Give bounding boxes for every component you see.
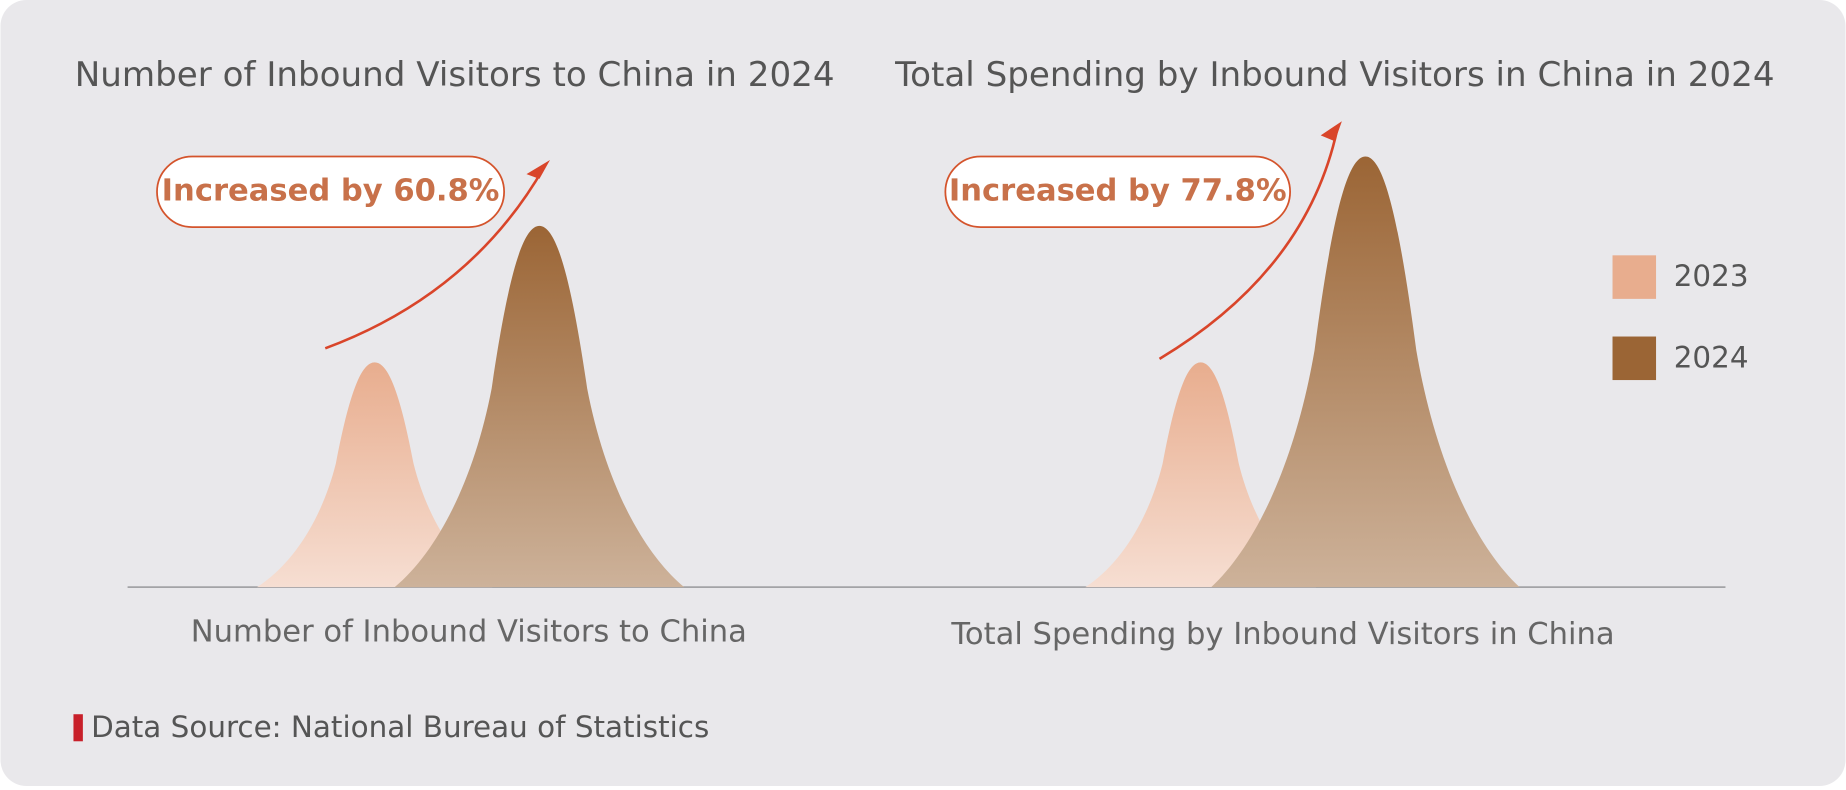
trend-arrow: [1158, 129, 1339, 360]
legend-label: 2023: [1674, 259, 1749, 293]
annotation-box: [944, 155, 1291, 228]
annotation: Increased by 60.8%: [162, 173, 500, 208]
legend-swatch: [1612, 336, 1657, 381]
peak: [1211, 156, 1520, 588]
annotation-box: [156, 155, 505, 228]
legend-label: 2024: [1674, 340, 1749, 374]
x-axis-label: Number of Inbound Visitors to China: [191, 615, 747, 650]
legend-swatch: [1612, 255, 1657, 299]
source-marker: [73, 714, 83, 742]
chart-title: Number of Inbound Visitors to China in 2…: [75, 55, 835, 95]
peak: [394, 225, 685, 588]
trend-arrow: [324, 166, 546, 350]
x-axis-label: Total Spending by Inbound Visitors in Ch…: [950, 617, 1614, 652]
arrow-head: [526, 160, 551, 179]
peak: [257, 362, 493, 588]
annotation: Increased by 77.8%: [949, 173, 1287, 208]
arrow-head: [1320, 121, 1342, 142]
source: Data Source: National Bureau of Statisti…: [91, 710, 709, 744]
chart-title: Total Spending by Inbound Visitors in Ch…: [894, 55, 1774, 95]
